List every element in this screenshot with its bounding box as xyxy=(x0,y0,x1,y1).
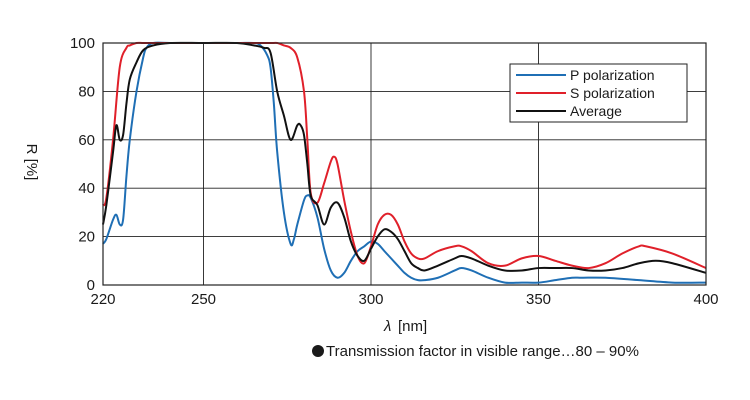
y-tick-label: 80 xyxy=(78,83,95,100)
y-axis-label: R [%] xyxy=(23,144,40,181)
y-tick-label: 20 xyxy=(78,229,95,246)
y-tick-label: 100 xyxy=(70,35,95,52)
bullet-icon xyxy=(312,345,324,357)
x-axis-unit: [nm] xyxy=(398,318,427,335)
x-axis-symbol: λ xyxy=(383,318,391,335)
average-line xyxy=(102,41,707,274)
footnote: Transmission factor in visible range…80 … xyxy=(312,343,639,360)
legend-label-average: Average xyxy=(570,103,622,119)
x-tick-label: 350 xyxy=(526,291,551,308)
x-tick-label: 400 xyxy=(693,291,718,308)
legend-label-s: S polarization xyxy=(570,85,655,101)
legend-label-p: P polarization xyxy=(570,67,655,83)
y-tick-label: 0 xyxy=(87,277,95,294)
x-tick-label: 300 xyxy=(358,291,383,308)
x-tick-label: 250 xyxy=(191,291,216,308)
y-tick-label: 40 xyxy=(78,180,95,197)
y-tick-label: 60 xyxy=(78,132,95,149)
legend: P polarization S polarization Average xyxy=(509,63,688,123)
tick-labels: 0 20 40 60 80 100 220 250 300 350 400 xyxy=(70,35,719,308)
x-axis-label: λ [nm] xyxy=(383,318,427,335)
footnote-text: Transmission factor in visible range…80 … xyxy=(326,343,639,360)
plot-frame xyxy=(102,42,707,286)
x-tick-label: 220 xyxy=(90,291,115,308)
